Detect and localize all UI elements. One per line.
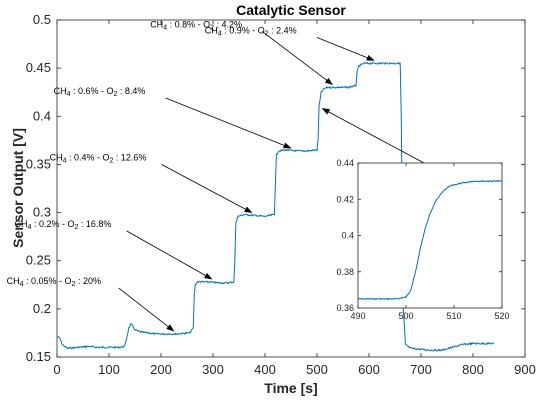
inset-plot-layer: 490 500 510 520 0.36 0.38 0.4 0.42 0.44 — [336, 158, 509, 321]
annotation-label: CH4 : 0.05% - O2 : 20% — [7, 276, 101, 288]
main-y-tick-label: 0.5 — [33, 12, 51, 27]
inset-y-tick-label: 0.4 — [341, 231, 354, 241]
main-x-tick-label: 300 — [202, 362, 224, 377]
inset-y-tick-label: 0.42 — [336, 194, 354, 204]
main-series-line — [56, 61, 495, 352]
chart-title: Catalytic Sensor — [236, 2, 346, 18]
main-x-tick-label: 0 — [53, 362, 60, 377]
main-x-tick-label: 700 — [410, 362, 432, 377]
annotation-arrow — [165, 97, 292, 149]
main-y-tick-label: 0.4 — [33, 108, 51, 123]
inset-x-tick-label: 520 — [494, 311, 509, 321]
inset-axes-box — [357, 162, 503, 309]
main-x-tick-label: 100 — [98, 362, 120, 377]
inset-y-tick-label: 0.38 — [336, 267, 354, 277]
zoom-pointer-arrow — [321, 108, 425, 164]
main-y-tick-label: 0.15 — [26, 349, 51, 364]
annotation-label: CH4 : 0.9% - O2 : 2.4% — [205, 25, 297, 37]
annotation-label: CH4 : 0.2% - O2 : 16.8% — [15, 219, 112, 231]
inset-x-tick-label: 510 — [446, 311, 461, 321]
inset-series-line — [357, 179, 503, 301]
main-x-tick-label: 800 — [462, 362, 484, 377]
annotation-label: CH4 : 0.8% - O2 : 4.2% — [150, 19, 242, 31]
inset-x-tick-label: 500 — [398, 311, 413, 321]
main-y-tick-label: 0.35 — [26, 156, 51, 171]
main-x-tick-label: 900 — [514, 362, 536, 377]
annotation-label: CH4 : 0.6% - O2 : 8.4% — [54, 86, 146, 98]
annotation-arrow — [316, 36, 375, 61]
inset-y-tick-label: 0.36 — [336, 303, 354, 313]
main-x-tick-label: 200 — [150, 362, 172, 377]
annotation-arrow — [261, 31, 333, 86]
main-x-tick-label: 500 — [306, 362, 328, 377]
main-y-tick-label: 0.25 — [26, 253, 51, 268]
annotation-arrow — [126, 230, 213, 280]
annotation-label: CH4 : 0.4% - O2 : 12.6% — [50, 152, 147, 164]
inset-y-tick-label: 0.44 — [336, 158, 354, 168]
x-axis-title: Time [s] — [264, 380, 317, 396]
main-x-tick-label: 600 — [358, 362, 380, 377]
main-y-tick-label: 0.45 — [26, 60, 51, 75]
main-y-tick-label: 0.2 — [33, 301, 51, 316]
inset-x-tick-label: 490 — [350, 311, 365, 321]
y-axis-title: Sensor Output [V] — [10, 128, 26, 248]
annotation-arrow — [118, 287, 175, 332]
annotation-arrow — [161, 164, 253, 213]
main-x-tick-label: 400 — [254, 362, 276, 377]
main-y-tick-label: 0.3 — [33, 205, 51, 220]
